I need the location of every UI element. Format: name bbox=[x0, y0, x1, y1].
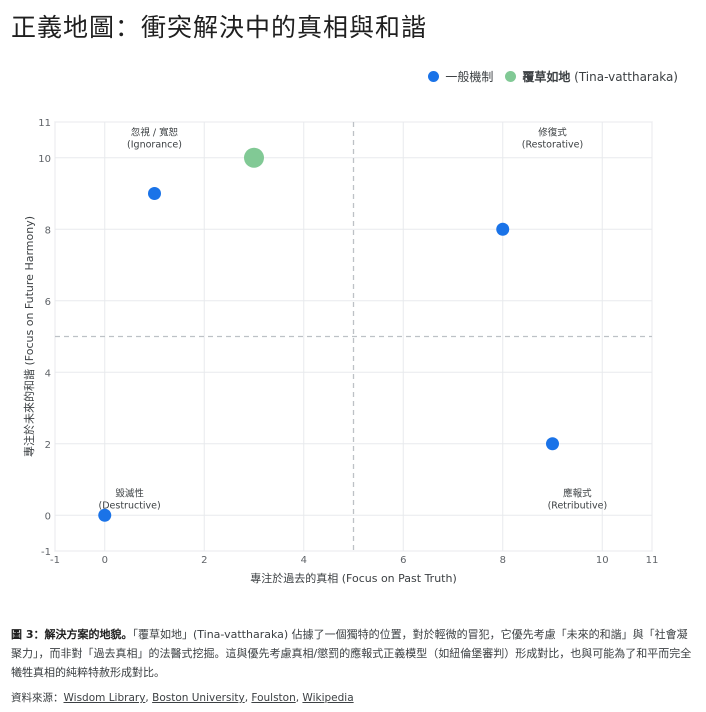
y-tick-label: -1 bbox=[41, 547, 51, 558]
quadrant-label-subtitle: (Retributive) bbox=[548, 500, 608, 511]
y-tick-label: 10 bbox=[38, 154, 51, 165]
x-tick-label: 2 bbox=[201, 555, 207, 566]
legend-dot-tina bbox=[505, 71, 517, 82]
quadrant-label-subtitle: (Ignorance) bbox=[127, 139, 182, 150]
legend-label-general: 一般機制 bbox=[445, 70, 494, 84]
general-mechanism-point bbox=[546, 437, 559, 451]
y-tick-label: 2 bbox=[45, 440, 51, 451]
quadrant-label-title: 應報式 bbox=[563, 487, 592, 499]
x-tick-label: 0 bbox=[102, 555, 108, 566]
y-tick-label: 0 bbox=[45, 511, 51, 522]
source-link-wisdom-library[interactable]: Wisdom Library bbox=[63, 692, 146, 704]
caption-text: 「覆草如地」(Tina-vattharaka) 佔據了一個獨特的位置，對於輕微的… bbox=[11, 628, 692, 679]
y-tick-label: 6 bbox=[45, 297, 51, 308]
quadrant-label-subtitle: (Restorative) bbox=[522, 139, 583, 150]
y-tick-label: 8 bbox=[45, 225, 51, 236]
legend-item-tina: 覆草如地 (Tina-vattharaka) bbox=[505, 68, 678, 85]
page-title: 正義地圖：衝突解決中的真相與和諧 bbox=[11, 13, 428, 42]
x-tick-label: -1 bbox=[50, 555, 60, 566]
x-tick-label: 6 bbox=[400, 555, 406, 566]
figure-caption: 圖 3：解決方案的地貌。「覆草如地」(Tina-vattharaka) 佔據了一… bbox=[11, 625, 697, 682]
scatter-chart: -1 0 2 4 6 8 10 11 -1 0 2 4 6 8 10 11 忽視 / 寬恕(Ignorance)… bbox=[22, 118, 659, 585]
source-link-boston-university[interactable]: Boston University bbox=[152, 692, 245, 704]
x-tick-label: 10 bbox=[596, 555, 609, 566]
x-axis-label: 專注於過去的真相 (Focus on Past Truth) bbox=[250, 571, 457, 585]
quadrant-label-title: 修復式 bbox=[538, 126, 567, 138]
x-tick-label: 8 bbox=[500, 555, 506, 566]
tina-vattharaka-point bbox=[244, 147, 264, 168]
y-tick-label: 4 bbox=[45, 368, 51, 379]
quadrant-label-title: 忽視 / 寬恕 bbox=[131, 126, 178, 138]
sources-label: 資料來源： bbox=[11, 692, 64, 704]
quadrant-label-title: 毀滅性 bbox=[115, 487, 144, 499]
y-axis-label: 專注於未來的和諧 (Focus on Future Harmony) bbox=[22, 216, 36, 457]
y-tick-label: 11 bbox=[38, 118, 51, 129]
general-mechanism-point bbox=[496, 222, 510, 236]
legend: 一般機制 覆草如地 (Tina-vattharaka) bbox=[428, 68, 678, 85]
x-tick-label: 4 bbox=[301, 555, 307, 566]
legend-dot-general bbox=[428, 71, 440, 82]
legend-label-tina-suffix: (Tina-vattharaka) bbox=[570, 70, 678, 84]
source-link-wikipedia[interactable]: Wikipedia bbox=[302, 692, 354, 704]
sources: 資料來源：Wisdom Library, Boston University, … bbox=[11, 692, 354, 704]
general-mechanism-point bbox=[148, 187, 161, 200]
quadrant-label-subtitle: (Destructive) bbox=[99, 500, 161, 511]
source-link-foulston[interactable]: Foulston bbox=[251, 692, 296, 704]
x-tick-label: 11 bbox=[646, 555, 659, 566]
general-mechanism-point bbox=[98, 508, 112, 522]
legend-item-general: 一般機制 bbox=[428, 68, 493, 85]
caption-lead: 圖 3：解決方案的地貌。 bbox=[11, 628, 133, 641]
legend-label-tina: 覆草如地 bbox=[522, 70, 571, 84]
